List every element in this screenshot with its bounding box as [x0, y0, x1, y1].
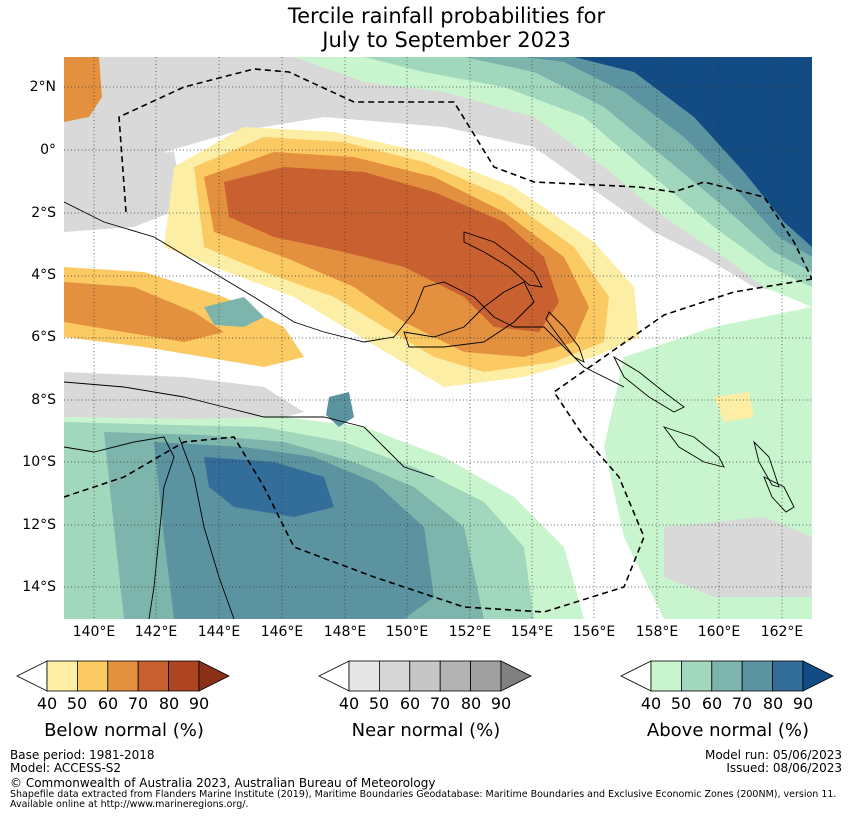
colorbar-tick: 90 [792, 694, 814, 713]
lon-label: 154°E [510, 624, 554, 640]
lat-label: 6°S [31, 329, 56, 345]
colorbar-tick: 40 [36, 694, 58, 713]
gridlines [64, 57, 812, 619]
colorbar-tick: 60 [701, 694, 723, 713]
colorbar-extend-high [802, 660, 834, 692]
colorbar-tick: 50 [66, 694, 88, 713]
colorbar-swatch [137, 660, 169, 692]
colorbar-tick: 80 [158, 694, 180, 713]
colorbar-tick: 70 [127, 694, 149, 713]
lat-label: 10°S [22, 454, 56, 470]
lat-label: 2°N [29, 79, 56, 95]
lat-label: 14°S [22, 579, 56, 595]
colorbar-near-normal [318, 660, 534, 694]
colorbar-swatch [681, 660, 713, 692]
colorbar-tick: 60 [399, 694, 421, 713]
colorbar-extend-high [198, 660, 230, 692]
lon-label: 156°E [572, 624, 616, 640]
colorbar-swatch [107, 660, 139, 692]
colorbar-tick: 40 [640, 694, 662, 713]
cape-york-coastline [178, 436, 235, 619]
above-normal-region-northeast-90 [574, 57, 812, 247]
near-normal-region-east [664, 517, 812, 597]
model-run-date: Model run: 05/06/2023 [704, 748, 842, 762]
colorbar-swatch [650, 660, 682, 692]
colorbar-extend-low [16, 660, 48, 692]
colorbar-tick: 60 [97, 694, 119, 713]
lat-label: 2°S [31, 205, 56, 221]
colorbar-swatch [379, 660, 411, 692]
lon-label: 148°E [323, 624, 367, 640]
colorbar-below-normal [16, 660, 232, 694]
colorbar-tick: 90 [188, 694, 210, 713]
lat-label: 0° [40, 142, 56, 158]
lon-label: 150°E [385, 624, 429, 640]
colorbar-extend-low [318, 660, 350, 692]
colorbar-tick: 70 [429, 694, 451, 713]
colorbar-above-normal-title: Above normal (%) [646, 720, 810, 741]
colorbar-near-normal-title: Near normal (%) [351, 720, 501, 741]
near-normal-region-north [64, 57, 812, 297]
colorbar-tick: 50 [368, 694, 390, 713]
lon-label: 152°E [448, 624, 492, 640]
lon-label: 160°E [697, 624, 741, 640]
lon-label: 142°E [134, 624, 178, 640]
colorbar-swatch [711, 660, 743, 692]
colorbar-extend-low [620, 660, 652, 692]
vanuatu-coastline [763, 476, 795, 513]
colorbar-above-normal [620, 660, 836, 694]
new-ireland-coastline [463, 231, 543, 288]
above-normal-blob-8s [326, 392, 354, 427]
lat-label: 8°S [31, 392, 56, 408]
lon-label: 140°E [72, 624, 116, 640]
base-period: Base period: 1981-2018 [10, 748, 155, 762]
copyright-notice: © Commonwealth of Australia 2023, Austra… [10, 776, 436, 790]
solomon-islands-coastline [612, 355, 780, 488]
bougainville-coastline [545, 311, 585, 363]
colorbar-swatch [168, 660, 200, 692]
colorbar-tick: 50 [670, 694, 692, 713]
colorbar-tick: 80 [460, 694, 482, 713]
colorbar-extend-high [500, 660, 532, 692]
below-normal-region-central-80 [224, 167, 559, 332]
colorbar-swatch [77, 660, 109, 692]
below-normal-blob-east [714, 392, 754, 422]
lon-label: 146°E [260, 624, 304, 640]
colorbar-below-normal-title: Below normal (%) [44, 720, 204, 741]
lon-label: 158°E [635, 624, 679, 640]
colorbar-swatch [348, 660, 380, 692]
lat-label: 12°S [22, 517, 56, 533]
above-normal-region-south-90 [204, 457, 334, 517]
colorbar-swatch [772, 660, 804, 692]
australia-coastline [64, 436, 175, 619]
lon-label: 144°E [197, 624, 241, 640]
lat-label: 4°S [31, 267, 56, 283]
map-title-line2: July to September 2023 [322, 28, 571, 52]
colorbar-swatch [409, 660, 441, 692]
colorbar-swatch [741, 660, 773, 692]
new-britain-coastline [403, 281, 535, 348]
issued-date: Issued: 08/06/2023 [726, 761, 842, 775]
eez-boundary [118, 68, 812, 280]
below-normal-region-northwest-corner [64, 57, 102, 122]
colorbar-swatch [439, 660, 471, 692]
colorbar-tick: 90 [490, 694, 512, 713]
rainfall-probability-map [64, 57, 812, 619]
below-normal-region-west-70 [64, 282, 224, 342]
eez-boundary-south [64, 278, 812, 613]
shapefile-credit: Shapefile data extracted from Flanders M… [10, 789, 837, 800]
map-title-line1: Tercile rainfall probabilities for [287, 4, 606, 28]
colorbar-tick: 80 [762, 694, 784, 713]
shapefile-credit-url: Available online at http://www.marinereg… [10, 799, 249, 810]
colorbar-swatch [470, 660, 502, 692]
new-guinea-coastline [64, 201, 625, 388]
lon-label: 162°E [760, 624, 804, 640]
model-name: Model: ACCESS-S2 [10, 761, 122, 775]
new-guinea-south-coastline [64, 381, 435, 478]
colorbar-swatch [46, 660, 78, 692]
colorbar-tick: 40 [338, 694, 360, 713]
colorbar-tick: 70 [731, 694, 753, 713]
